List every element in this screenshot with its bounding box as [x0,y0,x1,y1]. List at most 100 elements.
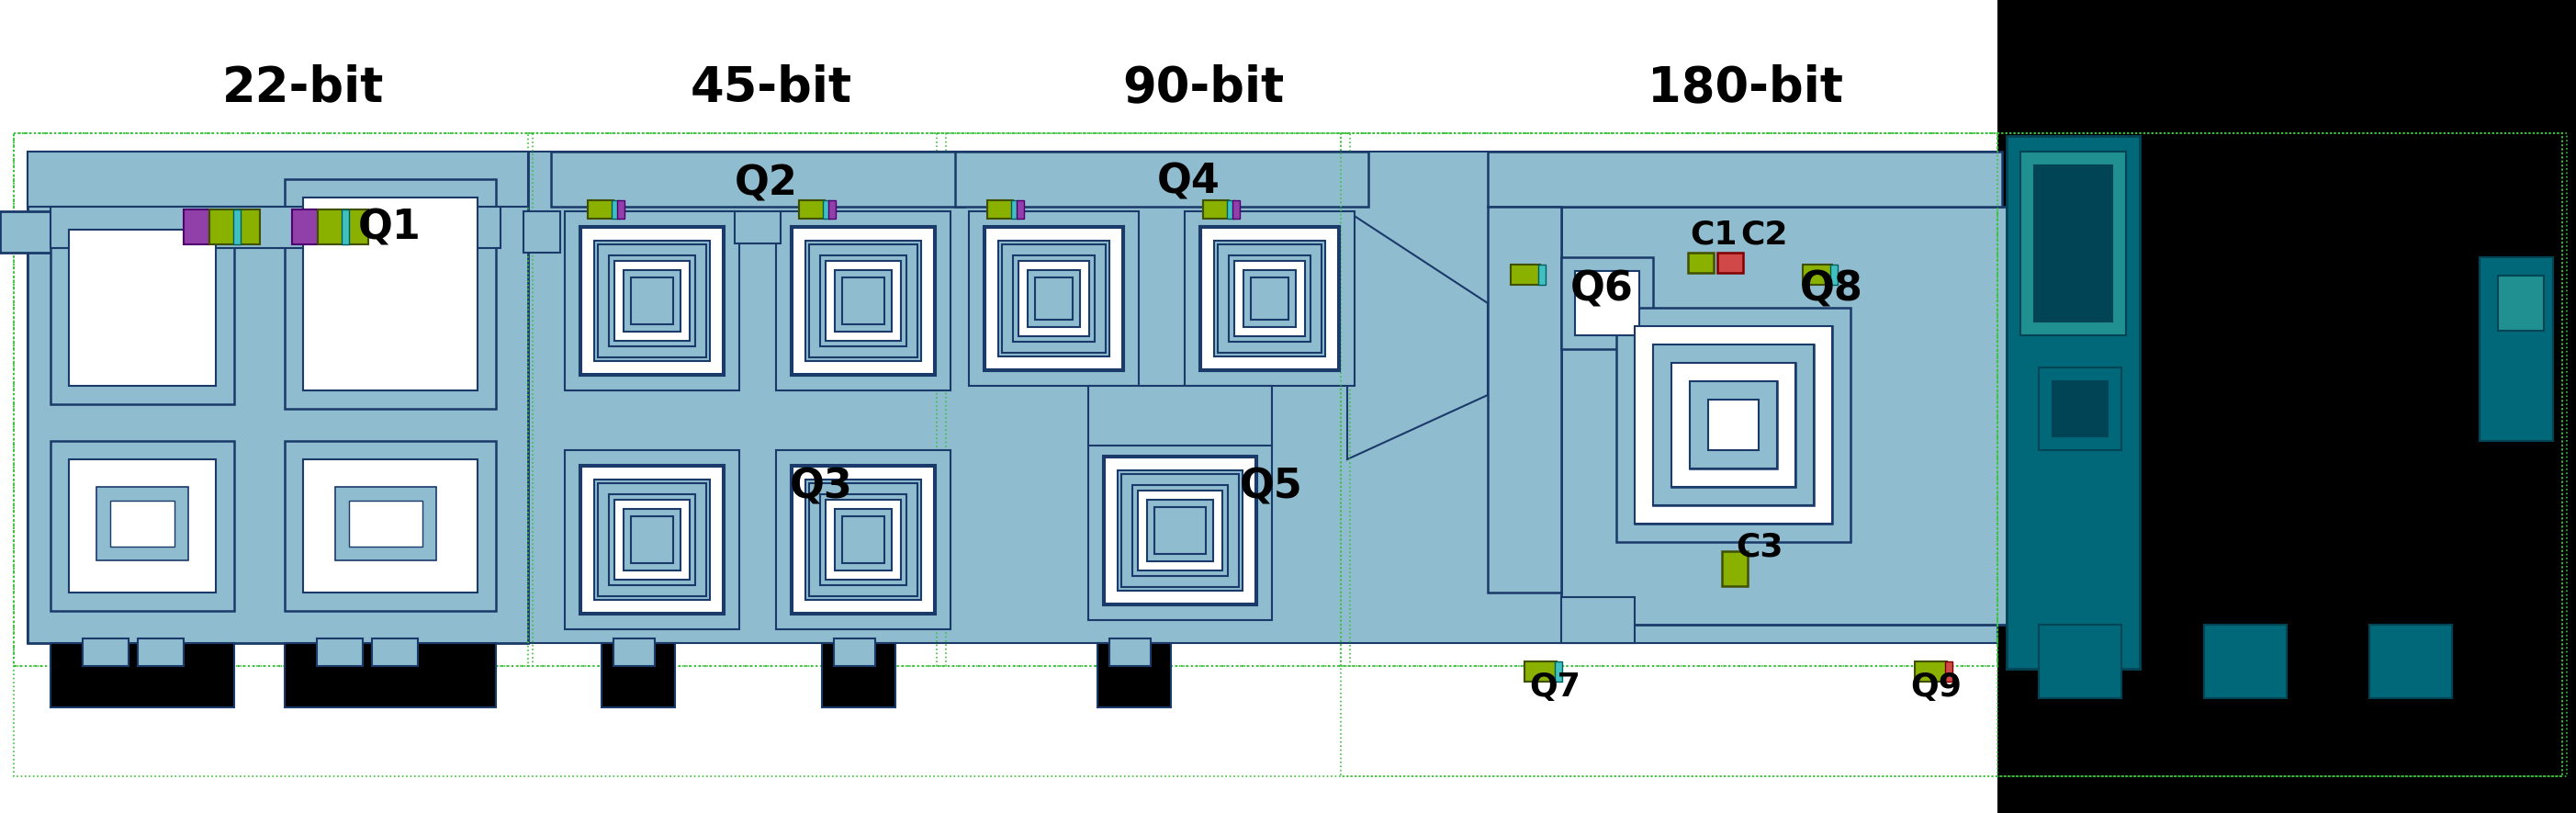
Bar [52,211,234,404]
Bar [1561,597,1636,643]
Bar [1914,662,1947,681]
Bar [1012,200,1018,219]
Bar [835,509,891,571]
Bar [608,255,696,346]
Text: 90-bit: 90-bit [1123,63,1283,111]
Bar [564,211,734,386]
Bar [1538,264,1546,285]
Bar [799,200,824,219]
Bar [1036,277,1072,320]
Bar [291,210,317,245]
Bar [1234,261,1306,337]
Text: 45-bit: 45-bit [690,63,853,111]
Bar [1561,257,1654,349]
Bar [623,270,680,332]
Bar [1690,381,1777,468]
Text: Q8: Q8 [1801,270,1862,309]
Bar [371,638,417,666]
Bar [1103,455,1257,606]
Text: Q5: Q5 [1239,467,1303,506]
Bar [28,151,528,643]
Bar [523,211,559,253]
Bar [1226,200,1234,219]
Bar [1687,253,1713,273]
Bar [806,241,922,361]
Bar [1340,133,1996,666]
Text: Q1: Q1 [358,208,422,248]
Bar [1996,133,2566,776]
Bar [598,245,706,358]
Bar [2038,367,2123,450]
Bar [348,501,422,546]
Bar [1139,490,1224,571]
Bar [1556,662,1561,681]
Bar [631,277,672,324]
Bar [2007,136,2141,669]
Bar [1489,207,1561,593]
Bar [793,228,935,374]
Bar [564,211,734,386]
Bar [842,516,884,563]
Bar [1561,207,2007,624]
Bar [1213,241,1324,356]
Bar [1996,0,2576,813]
Bar [2053,381,2107,437]
Bar [0,0,1996,136]
Bar [1133,485,1229,576]
Bar [938,133,1350,666]
Text: Q6: Q6 [1571,270,1633,309]
Bar [809,483,917,596]
Bar [1110,638,1151,666]
Bar [587,200,613,219]
Bar [793,467,935,613]
Bar [564,211,739,390]
Bar [2481,257,2553,441]
Bar [829,200,835,219]
Bar [1803,264,1832,285]
Bar [1118,471,1242,591]
Bar [111,501,175,546]
Bar [734,211,781,243]
Bar [1121,474,1239,587]
Bar [343,210,348,245]
Bar [582,228,719,369]
Bar [28,151,528,207]
Bar [1146,500,1213,561]
Bar [822,643,896,707]
Bar [631,516,672,563]
Bar [809,245,917,358]
Bar [824,500,902,580]
Bar [335,487,435,560]
Bar [611,200,618,219]
Bar [13,133,2563,776]
Bar [603,643,675,707]
Bar [580,465,724,615]
Bar [70,229,216,386]
Bar [52,643,234,707]
Bar [1654,345,1814,505]
Bar [209,210,260,245]
Bar [613,638,654,666]
Bar [13,133,1996,666]
Bar [95,487,188,560]
Bar [987,200,1012,219]
Bar [1200,228,1337,369]
Bar [1252,277,1288,320]
Bar [52,441,234,611]
Bar [304,459,477,593]
Text: C1: C1 [1690,219,1736,250]
Text: Q4: Q4 [1157,162,1221,202]
Bar [595,480,711,600]
Bar [286,643,497,707]
Bar [956,151,1368,207]
Text: C2: C2 [1741,219,1788,250]
Bar [842,277,884,324]
Bar [317,210,368,245]
Bar [835,270,891,332]
Text: 180-bit: 180-bit [1646,63,1842,111]
Bar [137,638,183,666]
Bar [1105,458,1255,603]
Bar [616,500,690,580]
Bar [1018,261,1090,337]
Bar [1718,253,1744,273]
